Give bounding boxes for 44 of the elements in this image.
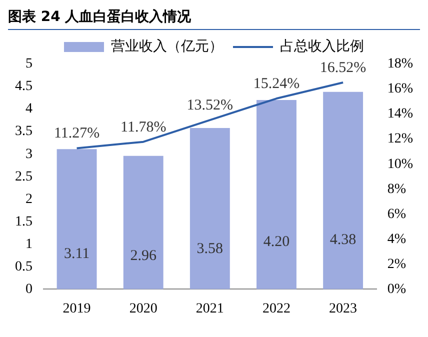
y-tick-label: 3.5	[15, 124, 32, 140]
y2-tick-label: 8%	[387, 182, 406, 197]
y-tick-label: 4	[26, 102, 32, 117]
legend-label: 占总收入比例	[280, 38, 364, 55]
bar	[190, 128, 230, 290]
y2-tick-label: 18%	[387, 56, 414, 72]
y2-tick-label: 0%	[387, 282, 406, 297]
x-tick-label: 2023	[329, 301, 358, 316]
y-tick-label: 3	[26, 146, 32, 162]
y-tick-label: 4.5	[15, 79, 32, 94]
data-label: 4.20	[263, 234, 290, 250]
y2-tick-label: 14%	[387, 106, 414, 122]
data-label: 4.38	[330, 232, 356, 248]
y2-tick-label: 2%	[387, 256, 406, 272]
data-label: 11.78%	[120, 119, 166, 136]
data-label: 3.58	[196, 240, 224, 257]
y2-tick-label: 12%	[387, 132, 414, 147]
y-tick-label: 2	[26, 192, 32, 207]
data-label: 16.52%	[320, 60, 366, 76]
data-label: 11.27%	[54, 126, 100, 142]
y-tick-label: 5	[26, 56, 32, 72]
x-tick-label: 2020	[129, 301, 158, 316]
y-tick-label: 0.5	[15, 259, 32, 274]
y-tick-label: 1.5	[15, 214, 32, 230]
bar	[56, 149, 97, 290]
y-tick-label: 0	[26, 282, 32, 297]
chart-title: 图表 24 人血白蛋白收入情况	[8, 8, 420, 30]
bar	[256, 100, 296, 290]
y-tick-label: 2.5	[15, 169, 32, 184]
x-tick-label: 2022	[262, 301, 290, 316]
x-tick-label: 2019	[62, 301, 91, 316]
y2-tick-label: 10%	[387, 156, 414, 172]
data-label: 3.11	[64, 246, 90, 262]
bar	[123, 156, 164, 290]
x-tick-label: 2021	[196, 301, 224, 316]
legend-label: 营业收入（亿元）	[111, 38, 223, 55]
y2-tick-label: 16%	[387, 82, 414, 97]
bar	[323, 92, 364, 290]
y2-tick-label: 4%	[387, 232, 406, 247]
data-label: 15.24%	[253, 76, 300, 92]
data-label: 13.52%	[186, 97, 234, 114]
data-label: 2.96	[130, 248, 157, 264]
y-tick-label: 1	[26, 236, 32, 252]
y2-tick-label: 6%	[387, 206, 406, 222]
